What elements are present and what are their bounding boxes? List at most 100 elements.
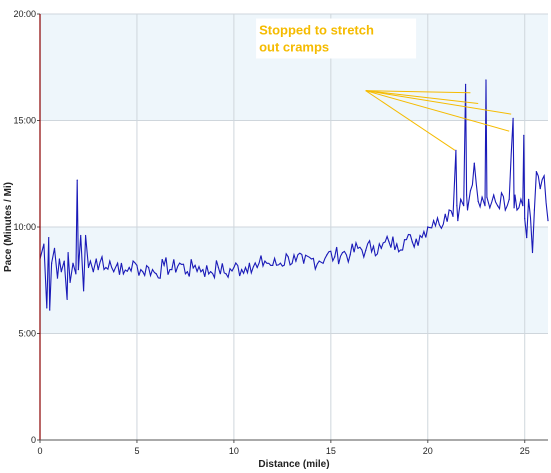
series-point [155,273,157,275]
gridlines [40,13,548,440]
series-point [163,264,165,266]
series-group [39,79,549,311]
series-point [466,209,469,211]
series-point [357,247,359,249]
annotation-leader-line [365,90,510,132]
series-point [403,239,406,241]
series-point [520,198,522,200]
series-point [514,194,516,196]
x-tick-label: 15 [326,446,336,456]
series-point [233,266,235,269]
band-0 [40,333,548,440]
series-point [48,237,50,239]
series-point [66,298,68,301]
y-axis-title: Pace (Minutes / Mi) [3,182,14,272]
series-point [186,271,188,273]
series-point [76,179,78,181]
annotation-group: Stopped to stretch out cramps [256,18,512,151]
series-point [489,207,491,209]
x-tick-label: 5 [134,446,139,456]
series-point [97,269,99,271]
y-tick-label: 10:00 [13,222,36,232]
x-axis-ticks: 0 5 10 15 20 25 [37,440,530,456]
x-axis-title: Distance (mile) [258,459,329,470]
series-point [264,260,266,262]
series-point [411,241,413,243]
series-point [455,149,457,151]
series-point [51,262,53,264]
series-point [279,262,282,264]
series-point [516,209,518,211]
series-point [448,209,450,211]
series-point [524,217,526,220]
series-point [444,213,446,215]
x-tick-label: 0 [37,446,42,456]
series-point [526,237,528,239]
series-point [523,134,525,137]
series-point [122,273,124,275]
series-point [438,224,441,226]
annotation-text-line: out cramps [259,40,329,55]
series-point [372,245,375,247]
x-tick-label: 20 [423,446,433,456]
series-point [477,200,479,203]
series-point [500,192,503,194]
series-point [46,307,48,309]
series-point [469,190,472,192]
series-point [210,271,212,273]
series-point [256,266,258,269]
series-point [427,226,429,228]
series-point [388,241,390,243]
series-point [452,215,454,217]
series-point [326,254,328,256]
series-point [80,234,82,237]
series-point [547,220,549,222]
series-point [365,249,367,252]
series-point [504,209,506,211]
series-point [43,243,45,245]
series-point [128,266,130,269]
annotation-leader-line [365,90,456,151]
series-point [485,79,487,81]
series-point [457,220,459,222]
series-point [53,247,56,249]
y-axis-ticks: 0 5:00 10:00 15:00 20:00 [13,9,40,445]
series-point [95,258,97,260]
series-point [77,269,79,271]
series-point [202,269,204,271]
y-tick-label: 20:00 [13,9,36,19]
series-point [528,198,530,200]
series-point [531,251,534,254]
series-point [543,175,545,177]
series-point [465,194,468,196]
series-point [496,205,499,207]
series-point [512,117,514,119]
y-tick-label: 0 [31,435,36,445]
y-tick-label: 5:00 [18,329,36,339]
annotation-leader-line [365,90,479,104]
series-point [287,256,289,258]
series-point [349,254,351,256]
annotation-leader-line [365,90,471,94]
series-point [419,234,421,237]
x-tick-label: 25 [520,446,530,456]
series-point [67,251,69,254]
series-point [147,266,150,269]
series-point [92,271,94,273]
series-point [56,277,59,279]
series-point [513,207,515,209]
series-point [303,262,305,264]
series-point [295,260,297,262]
series-point [84,234,87,237]
y-tick-label: 15:00 [13,116,36,126]
series-point [225,273,227,275]
series-point [87,266,90,269]
series-point [72,262,74,264]
series-point [63,260,65,262]
band-1 [40,227,548,334]
series-point [105,266,107,269]
series-point [101,256,103,258]
series-point [481,196,483,198]
series-point [508,198,510,200]
series-point [533,209,536,211]
